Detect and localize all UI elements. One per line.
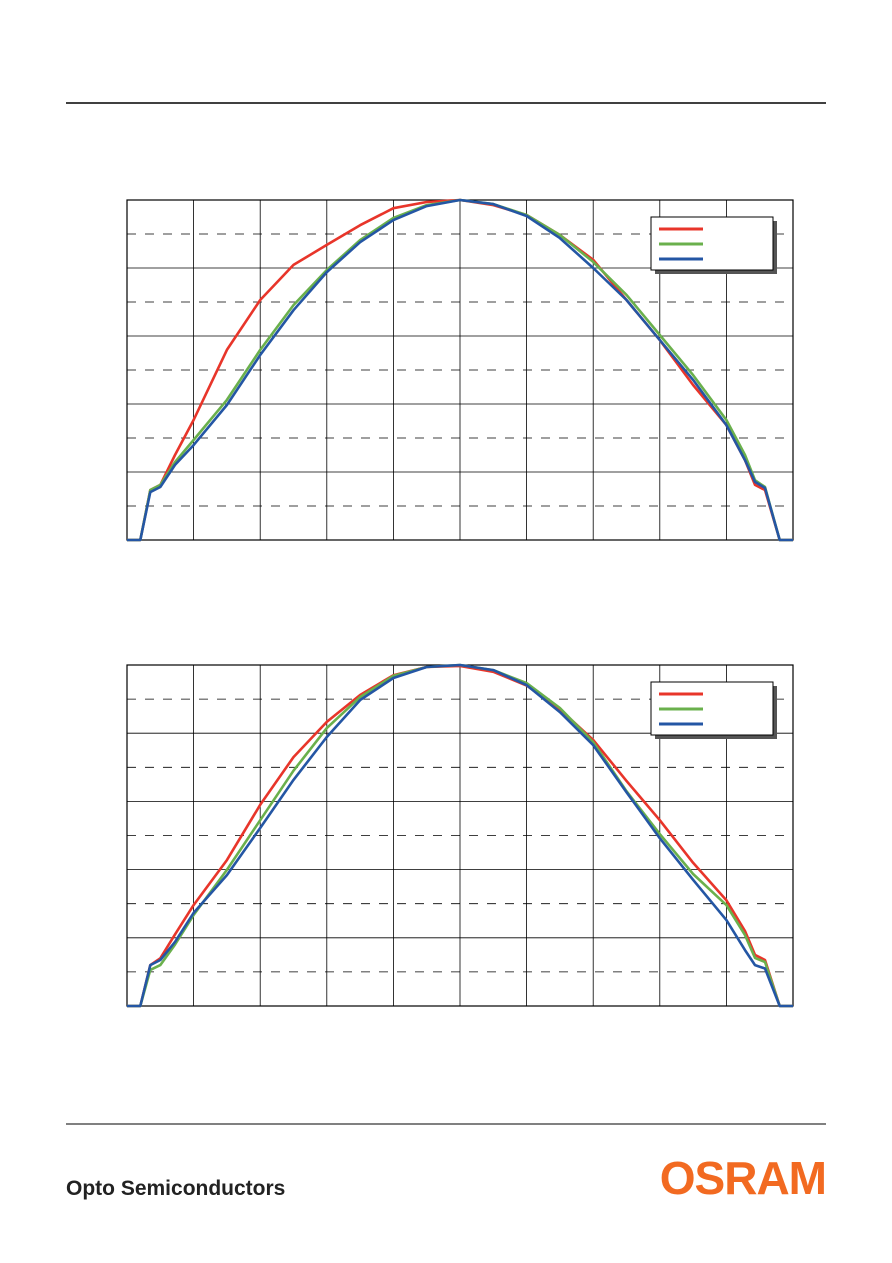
series-line xyxy=(127,198,793,542)
series-line xyxy=(127,663,793,1008)
logo: OSRAM xyxy=(660,1152,826,1204)
footer-text: Opto Semiconductors xyxy=(66,1177,285,1200)
